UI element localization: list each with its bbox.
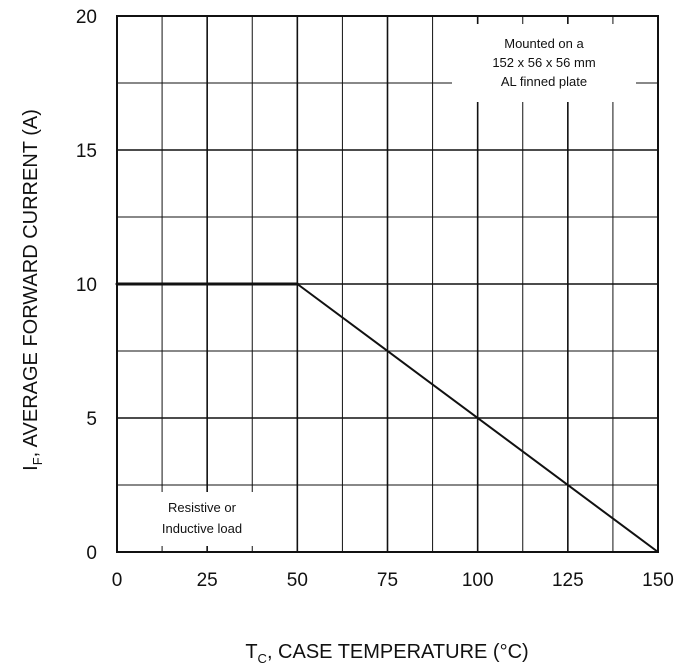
y-tick-label: 10 [76,275,97,296]
x-axis-title-subscript: C [258,651,267,664]
y-tick-label: 5 [86,409,97,430]
y-axis-title-prefix: I [20,465,42,471]
y-tick-label: 0 [86,543,97,564]
annotation-mounting-background [452,24,636,102]
y-axis-title-text: , AVERAGE FORWARD CURRENT (A) [20,109,42,457]
y-tick-labels: 0 5 10 15 20 [76,7,97,564]
annotation-load-line-1: Resistive or [168,500,237,515]
x-tick-label: 100 [462,570,494,591]
x-tick-label: 50 [287,570,308,591]
series-line-segment [296,283,659,553]
x-axis-title: TC, CASE TEMPERATURE (°C) [245,641,528,664]
annotation-mounting-line-1: Mounted on a [504,36,584,51]
x-tick-label: 125 [552,570,584,591]
annotation-load-line-2: Inductive load [162,521,242,536]
x-tick-label: 0 [112,570,123,591]
y-axis-title: IF, AVERAGE FORWARD CURRENT (A) [20,109,45,471]
y-tick-label: 20 [76,7,97,28]
annotation-mounting-line-2: 152 x 56 x 56 mm [492,55,595,70]
x-tick-label: 25 [197,570,218,591]
annotation-mounting-line-3: AL finned plate [501,74,587,89]
annotation-load-background [135,492,270,546]
series-lines [115,282,659,553]
y-tick-label: 15 [76,141,97,162]
x-tick-labels: 0 25 50 75 100 125 150 [112,570,674,591]
x-axis-title-prefix: T [245,641,257,663]
x-axis-title-text: , CASE TEMPERATURE (°C) [267,641,529,663]
y-axis-title-subscript: F [30,457,45,465]
x-tick-label: 75 [377,570,398,591]
x-tick-label: 150 [642,570,674,591]
annotation-load: Resistive or Inductive load [135,492,270,546]
annotation-mounting: Mounted on a 152 x 56 x 56 mm AL finned … [452,24,636,102]
